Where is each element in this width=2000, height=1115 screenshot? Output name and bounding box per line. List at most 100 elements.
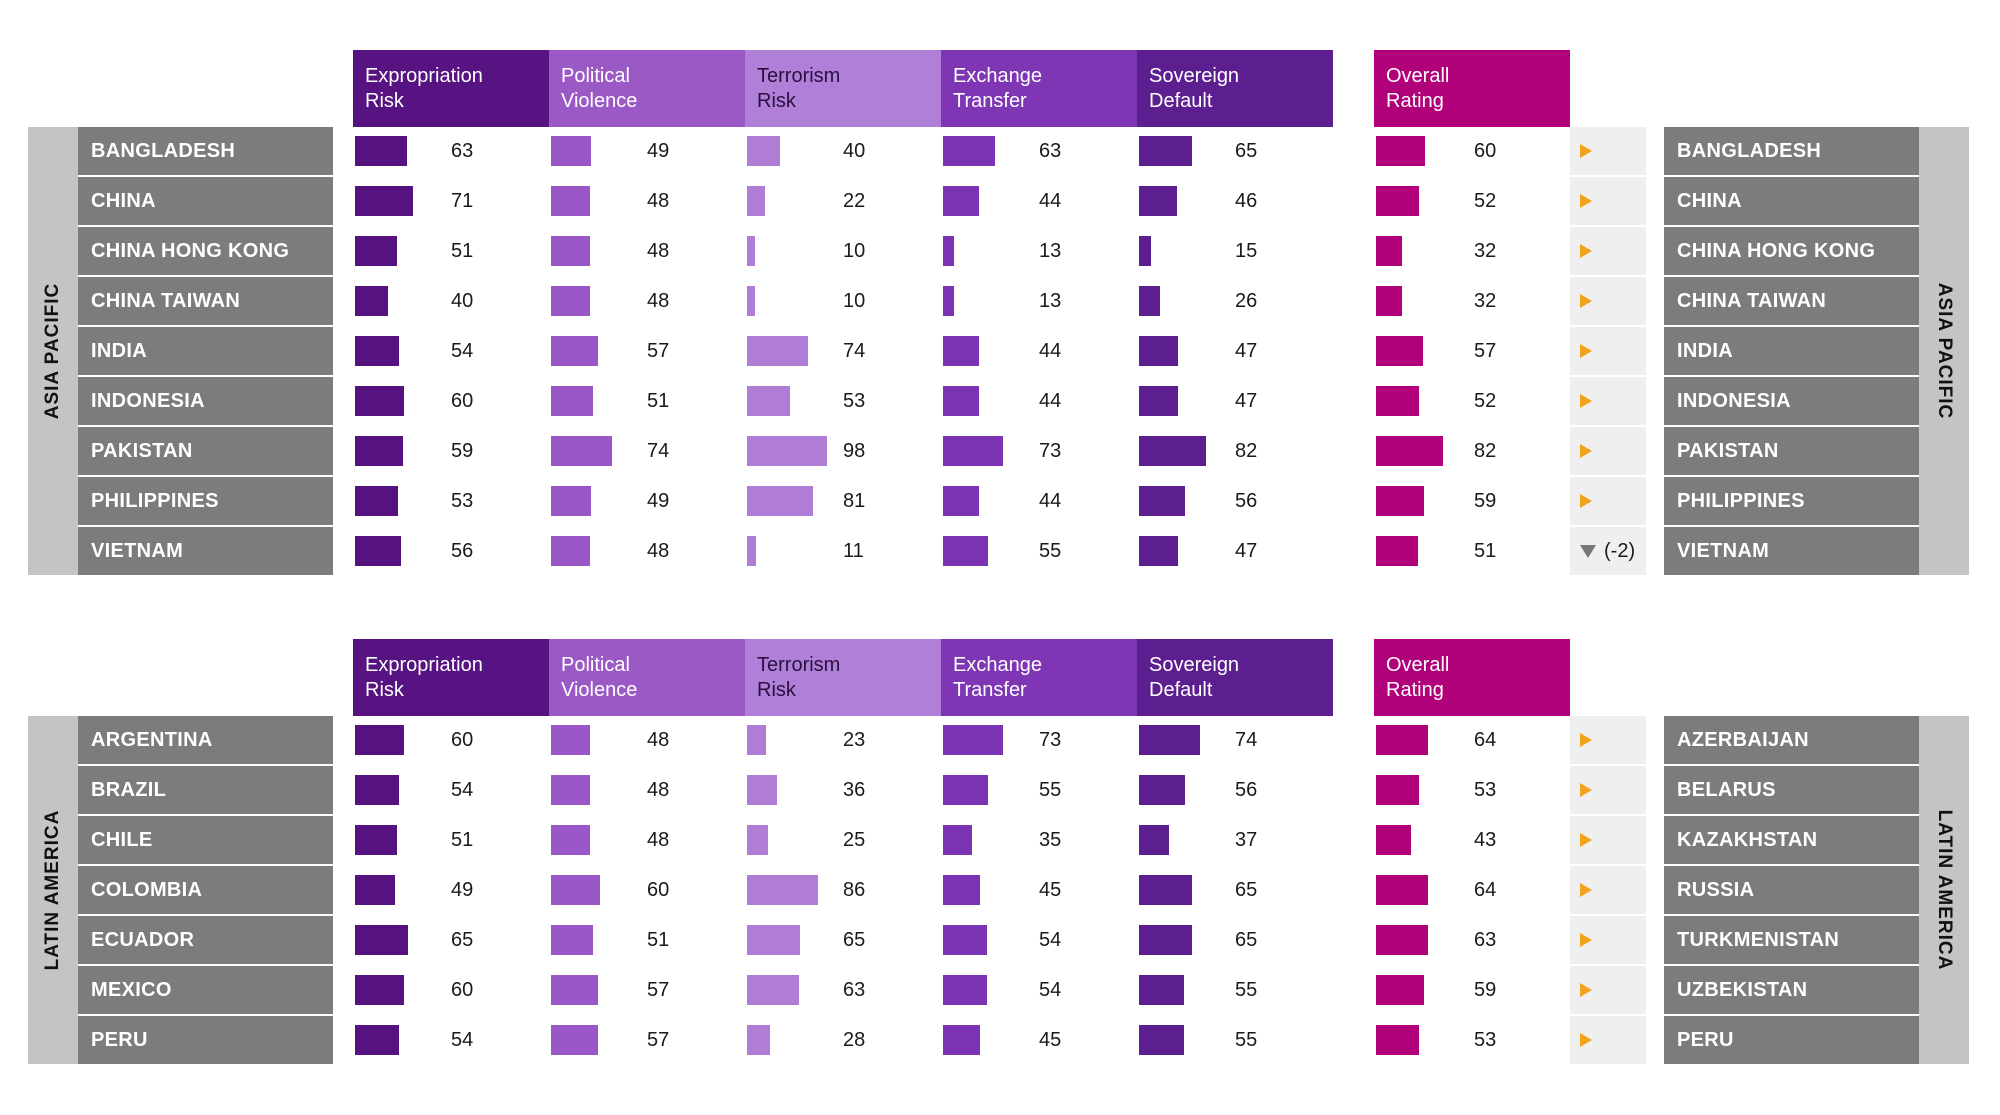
rating-bar bbox=[943, 236, 954, 266]
rating-bar bbox=[747, 486, 814, 516]
rating-value: 81 bbox=[843, 490, 866, 512]
column-header: Political Violence bbox=[549, 639, 745, 716]
overall-rating-value: 53 bbox=[1474, 1029, 1497, 1051]
rating-value: 13 bbox=[1039, 240, 1062, 262]
rating-bar bbox=[943, 725, 1003, 755]
rating-value: 51 bbox=[647, 929, 670, 951]
overall-rating-value: 43 bbox=[1474, 829, 1497, 851]
rating-bar bbox=[747, 286, 756, 316]
rating-value: 63 bbox=[843, 979, 866, 1001]
region-label-left: LATIN AMERICA bbox=[28, 716, 78, 1064]
rating-value: 44 bbox=[1039, 340, 1062, 362]
country-label: COLOMBIA bbox=[78, 866, 333, 914]
rating-value: 13 bbox=[1039, 290, 1062, 312]
region-name: LATIN AMERICA bbox=[1934, 809, 1955, 971]
region-name: ASIA PACIFIC bbox=[42, 282, 63, 420]
column-header-line: Default bbox=[1149, 679, 1213, 701]
overall-rating-value: 51 bbox=[1474, 540, 1497, 562]
rating-bar bbox=[355, 1025, 400, 1055]
rating-bar bbox=[747, 386, 791, 416]
rating-value: 44 bbox=[1039, 490, 1062, 512]
rating-bar bbox=[747, 136, 780, 166]
trend-flat-icon bbox=[1580, 783, 1592, 797]
column-header-line: Expropriation bbox=[365, 65, 483, 87]
trend-flat-icon bbox=[1580, 833, 1592, 847]
country-label-right: KAZAKHSTAN bbox=[1664, 816, 1919, 864]
rating-bar bbox=[747, 875, 818, 905]
column-header: Terrorism Risk bbox=[745, 50, 941, 127]
rating-value: 48 bbox=[647, 240, 670, 262]
rating-value: 47 bbox=[1235, 340, 1258, 362]
rating-bar bbox=[943, 286, 954, 316]
overall-rating-bar bbox=[1376, 236, 1403, 266]
overall-rating-value: 53 bbox=[1474, 779, 1497, 801]
rating-bar bbox=[747, 1025, 770, 1055]
overall-header-line: Rating bbox=[1386, 679, 1444, 701]
rating-value: 55 bbox=[1235, 979, 1258, 1001]
column-header-line: Transfer bbox=[953, 679, 1027, 701]
trend-indicator bbox=[1570, 427, 1646, 475]
country-label-right: RUSSIA bbox=[1664, 866, 1919, 914]
rating-bar bbox=[747, 725, 766, 755]
rating-bar bbox=[551, 875, 601, 905]
trend-indicator bbox=[1570, 127, 1646, 175]
rating-value: 55 bbox=[1235, 1029, 1258, 1051]
trend-flat-icon bbox=[1580, 1033, 1592, 1047]
rating-bar bbox=[551, 1025, 598, 1055]
rating-bar bbox=[943, 386, 980, 416]
column-header: Terrorism Risk bbox=[745, 639, 941, 716]
rating-bar bbox=[1139, 975, 1185, 1005]
trend-flat-icon bbox=[1580, 394, 1592, 408]
column-header-line: Violence bbox=[561, 679, 638, 701]
overall-header-line: Overall bbox=[1386, 65, 1450, 87]
rating-bar bbox=[355, 536, 401, 566]
rating-bar bbox=[355, 775, 400, 805]
country-label: CHINA HONG KONG bbox=[78, 227, 333, 275]
trend-flat-icon bbox=[1580, 933, 1592, 947]
rating-value: 60 bbox=[647, 879, 670, 901]
trend-flat-icon bbox=[1580, 294, 1592, 308]
country-label-right: PAKISTAN bbox=[1664, 427, 1919, 475]
rating-value: 35 bbox=[1039, 829, 1062, 851]
rating-value: 54 bbox=[1039, 979, 1062, 1001]
rating-bar bbox=[355, 336, 400, 366]
overall-rating-bar bbox=[1376, 186, 1419, 216]
rating-value: 45 bbox=[1039, 1029, 1062, 1051]
trend-indicator bbox=[1570, 377, 1646, 425]
country-label: PAKISTAN bbox=[78, 427, 333, 475]
rating-value: 86 bbox=[843, 879, 866, 901]
overall-rating-value: 52 bbox=[1474, 390, 1497, 412]
table-section: Expropriation Risk Political Violence Terror… bbox=[0, 639, 2000, 1066]
rating-value: 44 bbox=[1039, 390, 1062, 412]
trend-indicator: (-2) bbox=[1570, 527, 1646, 575]
country-label: CHINA TAIWAN bbox=[78, 277, 333, 325]
column-header-line: Violence bbox=[561, 90, 638, 112]
trend-indicator bbox=[1570, 227, 1646, 275]
rating-bar bbox=[747, 336, 808, 366]
overall-rating-bar bbox=[1376, 725, 1429, 755]
rating-bar bbox=[1139, 386, 1178, 416]
rating-value: 73 bbox=[1039, 440, 1062, 462]
trend-indicator bbox=[1570, 766, 1646, 814]
trend-indicator bbox=[1570, 277, 1646, 325]
trend-indicator bbox=[1570, 477, 1646, 525]
country-label: VIETNAM bbox=[78, 527, 333, 575]
rating-bar bbox=[1139, 186, 1177, 216]
rating-value: 28 bbox=[843, 1029, 866, 1051]
rating-value: 98 bbox=[843, 440, 866, 462]
rating-bar bbox=[943, 136, 995, 166]
overall-rating-value: 57 bbox=[1474, 340, 1497, 362]
rating-bar bbox=[355, 875, 396, 905]
country-label-right: CHINA HONG KONG bbox=[1664, 227, 1919, 275]
column-header-line: Political bbox=[561, 65, 630, 87]
country-label: CHILE bbox=[78, 816, 333, 864]
overall-rating-bar bbox=[1376, 825, 1412, 855]
trend-flat-icon bbox=[1580, 883, 1592, 897]
rating-value: 47 bbox=[1235, 390, 1258, 412]
rating-bar bbox=[355, 386, 405, 416]
rating-value: 55 bbox=[1039, 540, 1062, 562]
rating-bar bbox=[747, 186, 766, 216]
overall-rating-value: 64 bbox=[1474, 729, 1497, 751]
rating-value: 45 bbox=[1039, 879, 1062, 901]
country-label-right: UZBEKISTAN bbox=[1664, 966, 1919, 1014]
